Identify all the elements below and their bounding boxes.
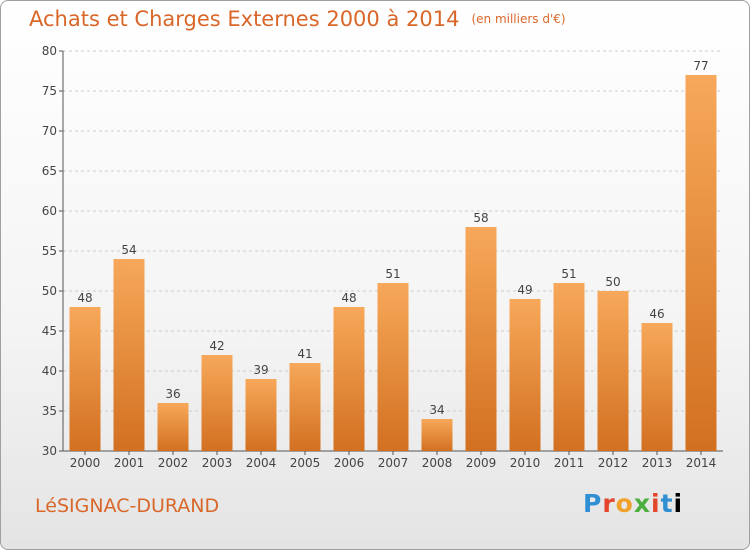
y-tick-label: 50 bbox=[42, 284, 57, 298]
y-tick-label: 35 bbox=[42, 404, 57, 418]
logo-letter: x bbox=[633, 489, 651, 518]
bar-value-label: 48 bbox=[341, 291, 356, 305]
bar bbox=[553, 283, 585, 451]
logo-letter: t bbox=[660, 489, 674, 518]
proxiti-logo: Proxiti bbox=[583, 489, 683, 518]
bar-value-label: 77 bbox=[693, 59, 708, 73]
x-tick-label: 2002 bbox=[158, 456, 189, 470]
logo-letter: o bbox=[615, 489, 634, 518]
y-tick-label: 80 bbox=[42, 44, 57, 58]
bar-value-label: 48 bbox=[77, 291, 92, 305]
logo-letter: i bbox=[673, 489, 684, 518]
x-tick-label: 2004 bbox=[246, 456, 277, 470]
bar bbox=[157, 403, 189, 451]
labels: 48 54 36 42 39 41 48 51 34 58 49 51 50 46 77 bbox=[77, 59, 708, 417]
commune-name: LéSIGNAC-DURAND bbox=[35, 495, 220, 517]
y-tick-label: 40 bbox=[42, 364, 57, 378]
bar-value-label: 50 bbox=[605, 275, 620, 289]
x-tick-label: 2011 bbox=[554, 456, 585, 470]
bar bbox=[289, 363, 321, 451]
x-tick-label: 2005 bbox=[290, 456, 321, 470]
y-tick-label: 30 bbox=[42, 444, 57, 458]
y-tick-label: 55 bbox=[42, 244, 57, 258]
title-unit: (en milliers d'€) bbox=[471, 12, 566, 26]
bar bbox=[641, 323, 673, 451]
bar bbox=[421, 419, 453, 451]
logo-letter: r bbox=[602, 489, 616, 518]
bar-value-label: 36 bbox=[165, 387, 180, 401]
bar bbox=[201, 355, 233, 451]
x-tick-label: 2008 bbox=[422, 456, 453, 470]
x-tick-label: 2003 bbox=[202, 456, 233, 470]
bar-value-label: 46 bbox=[649, 307, 664, 321]
bar bbox=[245, 379, 277, 451]
axes: 30 35 40 45 50 55 60 65 70 75 80 2000 2001 2002 2003 20… bbox=[42, 44, 723, 470]
x-tick-label: 2006 bbox=[334, 456, 365, 470]
x-tick-label: 2014 bbox=[686, 456, 717, 470]
x-tick-label: 2009 bbox=[466, 456, 497, 470]
x-tick-label: 2000 bbox=[70, 456, 101, 470]
bar bbox=[113, 259, 145, 451]
bar-value-label: 49 bbox=[517, 283, 532, 297]
x-tick-label: 2012 bbox=[598, 456, 629, 470]
bar-value-label: 42 bbox=[209, 339, 224, 353]
bar bbox=[597, 291, 629, 451]
bar-value-label: 41 bbox=[297, 347, 312, 361]
y-tick-label: 60 bbox=[42, 204, 57, 218]
logo-letter: i bbox=[651, 489, 661, 518]
x-tick-label: 2010 bbox=[510, 456, 541, 470]
y-tick-label: 75 bbox=[42, 84, 57, 98]
x-tick-label: 2001 bbox=[114, 456, 145, 470]
bar bbox=[685, 75, 717, 451]
bar-value-label: 39 bbox=[253, 363, 268, 377]
bar-value-label: 51 bbox=[385, 267, 400, 281]
title-text: Achats et Charges Externes 2000 à 2014 bbox=[29, 7, 460, 31]
bar bbox=[333, 307, 365, 451]
y-tick-label: 70 bbox=[42, 124, 57, 138]
bar bbox=[69, 307, 101, 451]
chart-title: Achats et Charges Externes 2000 à 2014 (e… bbox=[29, 7, 566, 31]
bar bbox=[509, 299, 541, 451]
bar-value-label: 51 bbox=[561, 267, 576, 281]
y-tick-label: 45 bbox=[42, 324, 57, 338]
y-tick-label: 65 bbox=[42, 164, 57, 178]
logo-letter: P bbox=[583, 489, 603, 518]
x-tick-label: 2007 bbox=[378, 456, 409, 470]
bar-value-label: 54 bbox=[121, 243, 136, 257]
x-tick-label: 2013 bbox=[642, 456, 673, 470]
bar-value-label: 34 bbox=[429, 403, 444, 417]
bar-value-label: 58 bbox=[473, 211, 488, 225]
bar bbox=[377, 283, 409, 451]
bars bbox=[69, 75, 717, 451]
bar bbox=[465, 227, 497, 451]
